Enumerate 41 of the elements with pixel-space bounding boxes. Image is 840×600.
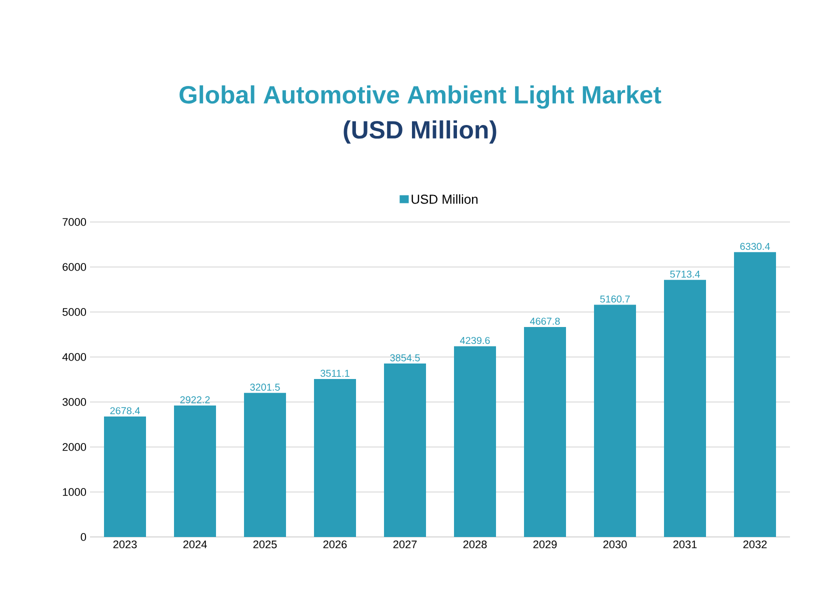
data-label: 5713.4 <box>670 270 700 278</box>
data-label: 4239.6 <box>460 336 490 344</box>
x-tick-label: 2031 <box>673 540 697 548</box>
y-tick-label: 3000 <box>62 398 86 406</box>
bar <box>524 326 566 537</box>
x-tick-label: 2028 <box>463 540 487 548</box>
y-tick-label: 4000 <box>62 353 86 361</box>
data-label: 3201.5 <box>250 384 280 391</box>
data-label: 6330.4 <box>740 242 770 250</box>
bar <box>314 378 356 537</box>
x-tick-label: 2023 <box>113 540 137 548</box>
x-tick-label: 2029 <box>533 540 557 548</box>
data-label: 4667.8 <box>530 318 560 325</box>
x-tick-label: 2026 <box>323 540 347 548</box>
bar <box>594 304 636 537</box>
data-label: 2678.4 <box>110 407 140 414</box>
x-tick-label: 2024 <box>183 540 207 548</box>
y-tick-label: 5000 <box>62 308 86 316</box>
data-label: 2922.2 <box>180 396 210 404</box>
x-tick-label: 2030 <box>603 540 627 548</box>
bar <box>174 405 216 537</box>
y-tick-label: 1000 <box>62 488 86 496</box>
y-tick-label: 2000 <box>62 443 86 451</box>
legend-label: USD Million <box>412 194 478 204</box>
bar <box>454 346 496 537</box>
chart-subtitle: (USD Million) <box>344 120 496 144</box>
bar <box>104 416 146 537</box>
chart-title: Global Automotive Ambient Light Market <box>180 85 662 109</box>
data-label: 3854.5 <box>390 354 420 362</box>
bar <box>244 392 286 537</box>
data-label: 3511.1 <box>320 370 350 377</box>
x-tick-label: 2027 <box>393 540 417 548</box>
x-tick-label: 2025 <box>253 540 277 548</box>
y-tick-label: 0 <box>80 533 86 541</box>
bar <box>734 252 776 537</box>
data-label: 5160.7 <box>600 296 630 303</box>
bar <box>384 364 426 537</box>
bar <box>664 280 706 537</box>
y-tick-label: 7000 <box>62 218 86 226</box>
x-tick-label: 2032 <box>743 540 767 548</box>
y-tick-label: 6000 <box>62 263 86 271</box>
